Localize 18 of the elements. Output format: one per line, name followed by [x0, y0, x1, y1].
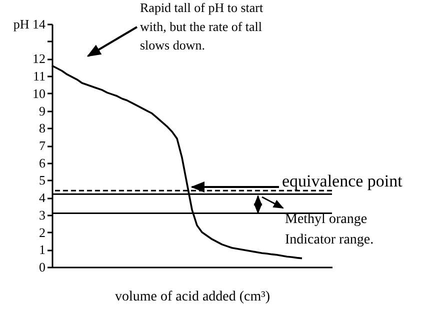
y-tick-label: pH 14 [13, 16, 46, 32]
y-tick-label: 3 [39, 207, 46, 222]
y-tick-label: 4 [39, 190, 46, 206]
y-tick-label: 5 [39, 172, 46, 188]
y-tick-label: 1 [39, 242, 46, 258]
y-tick-label: 2 [39, 224, 46, 240]
y-tick-label: 10 [32, 86, 46, 101]
y-tick-label: 8 [39, 120, 46, 136]
y-tick-label: 11 [32, 68, 46, 84]
y-tick-label: 7 [39, 138, 46, 153]
ref-line-label: equivalence point [282, 172, 403, 191]
y-tick-label: 12 [32, 51, 46, 66]
annotation: Methyl orange Indicator range. [285, 212, 374, 248]
x-axis-title: volume of acid added (cm³) [114, 290, 270, 304]
y-tick-label: 0 [39, 260, 46, 274]
annotation: Rapid tall of pH to start with, but the rate of tall slows down. [140, 0, 264, 53]
y-tick-label: 9 [39, 103, 46, 118]
y-tick-label: 6 [39, 155, 46, 170]
